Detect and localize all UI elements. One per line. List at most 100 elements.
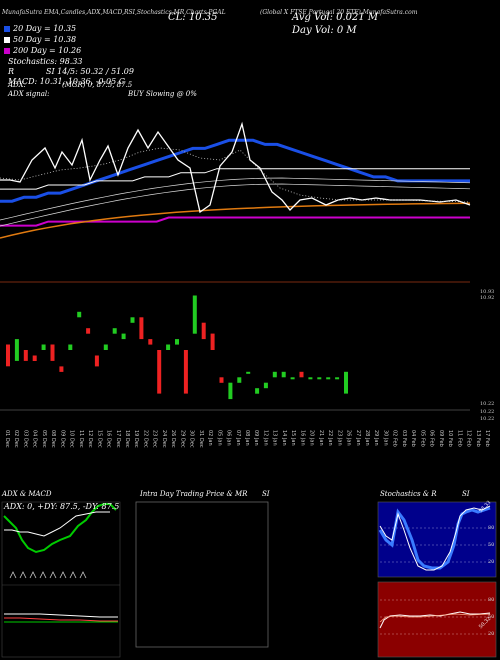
stoch-tick-50: 50 — [488, 542, 495, 548]
date-label-5: 08 Dec — [50, 430, 56, 448]
date-label-3: 04 Dec — [32, 430, 38, 448]
candle-axis-bottom-1: 10.22 — [480, 401, 495, 407]
date-label-49: 11 Feb — [456, 430, 462, 447]
adx-marker-7 — [79, 571, 87, 579]
date-label-19: 29 Dec — [179, 430, 185, 448]
date-label-31: 15 Jan — [290, 430, 296, 446]
date-label-30: 14 Jan — [281, 430, 287, 446]
candle-31 — [281, 371, 286, 378]
date-label-21: 31 Dec — [198, 430, 204, 448]
candle-32 — [290, 377, 295, 380]
date-label-37: 26 Jan — [346, 430, 352, 446]
chart-header: MunafaSutra EMA,Candles,ADX,MACD,RSI,Sto… — [2, 9, 226, 16]
date-label-16: 23 Dec — [152, 430, 158, 448]
candle-14 — [130, 317, 135, 323]
date-label-52: 17 Feb — [484, 430, 490, 447]
rsi-panel — [377, 581, 497, 658]
candle-24 — [219, 377, 224, 383]
legend-macd: MACD: 10.31, 10.36, -0.05 C — [8, 77, 125, 86]
chart-source: (Global X FTSE Portugal 20 ETF) MunafaSu… — [260, 9, 418, 16]
candle-2 — [23, 350, 28, 361]
legend-stochastics: Stochastics: 98.33 — [8, 57, 83, 66]
adx-marker-1 — [19, 571, 27, 579]
rsi-smooth-line — [379, 613, 491, 623]
legend-rsi-label: R — [8, 67, 15, 76]
date-label-41: 30 Jan — [383, 430, 389, 446]
close-price: CL: 10.35 — [168, 12, 218, 23]
date-label-40: 29 Jan — [373, 430, 379, 446]
date-label-28: 12 Jan — [263, 430, 269, 446]
adx-markers — [9, 571, 87, 579]
date-label-18: 26 Dec — [170, 430, 176, 448]
date-label-1: 02 Dec — [13, 430, 19, 448]
legend-rsi: SI 14/5: 50.32 / 51.09 — [46, 67, 134, 76]
candle-20 — [183, 350, 188, 394]
stoch-tick-80: 80 — [488, 525, 495, 531]
rsi-tick-50: 50 — [488, 614, 495, 620]
date-label-6: 09 Dec — [59, 430, 65, 448]
ema20-label: 20 Day = 10.35 — [13, 24, 77, 33]
date-label-26: 08 Jan — [244, 430, 250, 446]
ema50-label: 50 Day = 10.38 — [13, 35, 77, 44]
date-label-51: 13 Feb — [475, 430, 481, 447]
orange-line — [0, 202, 471, 239]
candle-6 — [59, 366, 64, 372]
candle-27 — [246, 371, 251, 374]
band-line-1 — [0, 177, 471, 221]
legend-adx-value: (MGR) 0, 87.5, 87.5 — [62, 81, 133, 89]
candle-16 — [148, 339, 153, 345]
candle-29 — [263, 382, 268, 389]
candle-8 — [77, 311, 82, 318]
price-lines — [0, 121, 471, 214]
intraday-panel — [135, 501, 269, 648]
candle-17 — [157, 350, 162, 394]
adx-marker-5 — [59, 571, 67, 579]
date-label-32: 16 Jan — [299, 430, 305, 446]
candle-37 — [335, 377, 340, 380]
date-label-4: 05 Dec — [41, 430, 47, 448]
candle-25 — [228, 382, 233, 400]
legend-ema20: 20 Day = 10.35 — [4, 24, 76, 33]
adx-marker-0 — [9, 571, 17, 579]
intraday-si: SI — [262, 490, 270, 498]
adx-marker-2 — [29, 571, 37, 579]
candle-21 — [192, 295, 197, 334]
date-label-7: 10 Dec — [69, 430, 75, 448]
date-label-12: 17 Dec — [115, 430, 121, 448]
date-axis: 01 Dec 02 Dec 03 Dec 04 Dec 05 Dec 08 Dec 09 D… — [4, 430, 490, 448]
adx-macd-title: ADX & MACD — [2, 490, 52, 498]
date-label-47: 09 Feb — [438, 430, 444, 447]
candle-28 — [255, 388, 260, 394]
legend-ema200: 200 Day = 10.26 — [4, 46, 81, 55]
date-label-34: 21 Jan — [318, 430, 324, 446]
candle-38 — [344, 371, 348, 394]
moving-average-lines — [0, 138, 471, 239]
date-label-45: 05 Feb — [419, 430, 425, 447]
candle-34 — [308, 377, 313, 380]
date-label-17: 24 Dec — [161, 430, 167, 448]
date-label-11: 16 Dec — [106, 430, 112, 448]
macd-signal-line — [4, 617, 118, 622]
candle-19 — [175, 339, 179, 345]
candle-5 — [50, 344, 55, 361]
candle-35 — [317, 377, 322, 380]
ema20-swatch — [4, 26, 10, 32]
legend-buy-signal: BUY Slowing @ 0% — [128, 90, 197, 98]
adx-marker-6 — [69, 571, 77, 579]
adx-values: ADX: 0, +DY: 87.5, -DY: 87.5 — [4, 502, 120, 511]
date-label-38: 27 Jan — [355, 430, 361, 446]
date-label-36: 23 Jan — [336, 430, 342, 446]
date-label-44: 04 Feb — [410, 430, 416, 447]
series-2-line — [0, 216, 470, 227]
stochastics-si: SI — [462, 490, 470, 498]
legend-ema50: 50 Day = 10.38 — [4, 35, 76, 44]
signal-dotted-line — [0, 147, 471, 203]
candle-9 — [86, 328, 91, 334]
candle-0 — [6, 344, 10, 367]
candle-11 — [103, 344, 108, 350]
candle-axis-top-1: 10.93 — [480, 289, 495, 295]
date-label-10: 15 Dec — [96, 430, 102, 448]
rsi-tick-80: 80 — [488, 597, 495, 603]
series-0-line — [0, 138, 470, 203]
